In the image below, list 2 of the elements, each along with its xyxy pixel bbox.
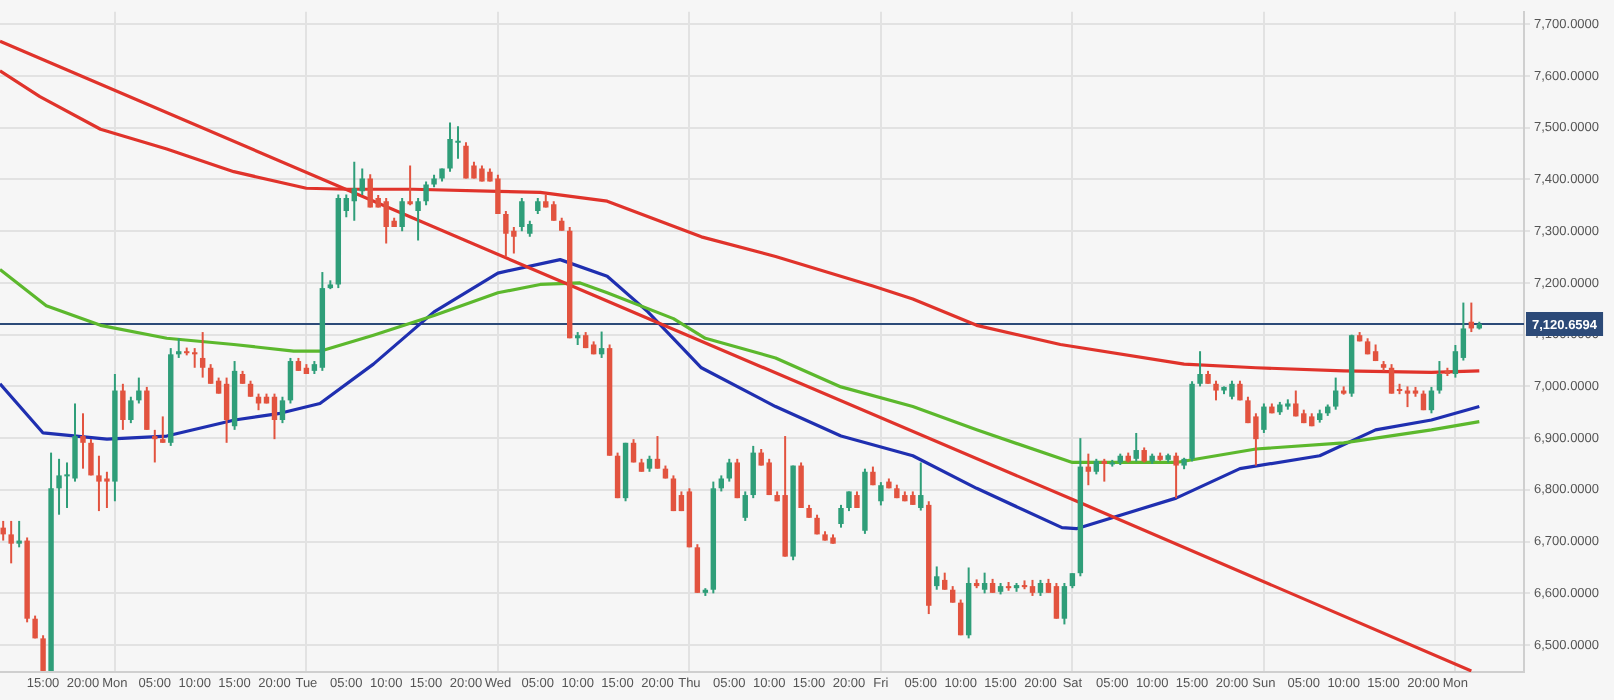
candlestick — [191, 348, 198, 368]
candlestick — [407, 165, 413, 206]
